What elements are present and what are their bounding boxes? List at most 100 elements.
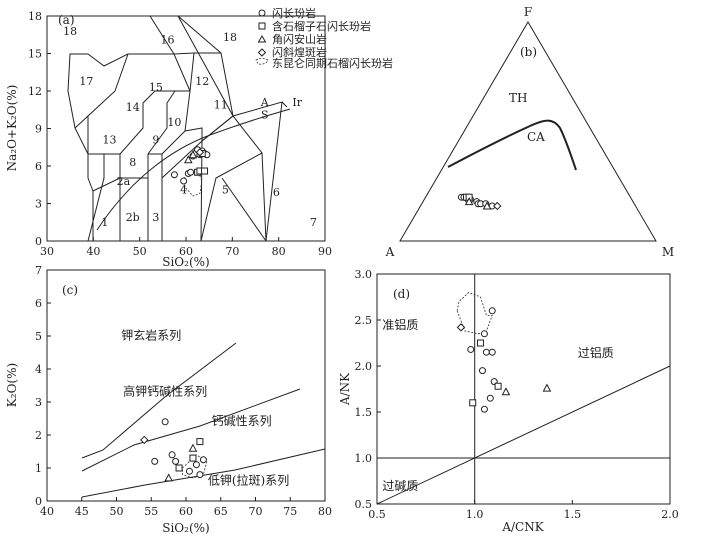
panel-a-field-boundaries xyxy=(67,15,291,242)
legend-marker-square xyxy=(258,22,266,30)
panel-c-ylabel: K₂O(%) xyxy=(5,363,19,407)
field-label: 2b xyxy=(126,211,140,224)
data-point-square xyxy=(201,167,209,175)
field-label: 3 xyxy=(152,211,159,224)
panel-c-label: (c) xyxy=(62,283,78,297)
field-label: 4 xyxy=(180,184,187,197)
data-point-triangle xyxy=(183,155,193,164)
panel-b-label: (b) xyxy=(520,45,537,59)
data-point-circle xyxy=(467,345,475,353)
field-label: A xyxy=(260,96,270,109)
xtick-label: 65 xyxy=(214,505,228,518)
data-point-triangle xyxy=(542,383,552,392)
xtick-label: 80 xyxy=(318,505,332,518)
xtick-label: 70 xyxy=(225,245,239,258)
data-point-square xyxy=(477,339,485,347)
data-point-triangle xyxy=(501,387,511,396)
panel-a-xlabel: SiO₂(%) xyxy=(162,255,209,269)
legend-label-dashed: 东昆仑同期石榴闪长玢岩 xyxy=(272,56,393,70)
data-point-diamond xyxy=(140,435,149,445)
field-label: 2a xyxy=(117,175,131,188)
panel-a-ylabel: Na₂O+K₂O(%) xyxy=(5,85,19,172)
field-label: 高钾钙碱性系列 xyxy=(123,383,207,398)
panel-b-data-points xyxy=(457,193,502,211)
xtick-label: 75 xyxy=(283,505,297,518)
data-point-triangle xyxy=(188,443,198,452)
field-label: 16 xyxy=(160,34,174,47)
legend-item-triangle: 角闪安山岩 xyxy=(257,32,327,46)
xtick-label: 80 xyxy=(272,245,286,258)
xtick-label: 50 xyxy=(133,245,147,258)
field-label: 7 xyxy=(310,216,317,229)
field-label: 准铝质 xyxy=(382,317,418,332)
field-label: 12 xyxy=(195,75,209,88)
xtick-label: 50 xyxy=(110,505,124,518)
data-point-triangle xyxy=(188,150,198,159)
field-label: 18 xyxy=(223,31,237,44)
field-label: 18 xyxy=(63,25,77,38)
panel-d-ticks: 0.5 1.0 1.5 2.0 0.5 1.0 1.5 2.0 2.5 3.0 xyxy=(355,268,679,521)
data-point-circle xyxy=(192,461,200,469)
data-point-circle xyxy=(161,418,169,426)
xtick-label: 70 xyxy=(249,505,263,518)
field-label: 8 xyxy=(129,156,136,169)
data-point-square xyxy=(175,464,183,472)
panel-a-label: (a) xyxy=(58,13,75,27)
xtick-label: 40 xyxy=(40,505,54,518)
data-point-triangle xyxy=(464,197,474,206)
field-label: 15 xyxy=(149,81,163,94)
data-point-circle xyxy=(185,467,193,475)
panel-a-data-points xyxy=(170,146,211,185)
panel-b-vertex-a: A xyxy=(385,245,395,259)
data-point-circle xyxy=(168,451,176,459)
data-point-square xyxy=(189,454,197,462)
xtick-label: 1.0 xyxy=(466,508,484,521)
field-label: 过铝质 xyxy=(578,345,614,360)
field-label: 低钾(拉斑)系列 xyxy=(208,473,289,488)
data-point-diamond xyxy=(195,148,205,157)
xtick-label: 40 xyxy=(86,245,100,258)
panel-b-afm-ternary: F A M (b) TH CA xyxy=(385,5,674,259)
panel-b-vertex-m: M xyxy=(662,245,674,259)
legend-label-square: 含石榴子石闪长玢岩 xyxy=(272,19,371,33)
legend-label-circle: 闪长玢岩 xyxy=(272,6,316,20)
xtick-label: 1.5 xyxy=(564,508,582,521)
legend-item-circle: 闪长玢岩 xyxy=(258,6,316,20)
panel-b-triangle xyxy=(399,21,657,242)
legend-item-square: 含石榴子石闪长玢岩 xyxy=(258,19,371,33)
xtick-label: 60 xyxy=(179,505,193,518)
data-point-circle xyxy=(482,348,490,356)
legend-marker-diamond xyxy=(257,48,267,57)
field-label: 过碱质 xyxy=(382,479,418,493)
legend-item-diamond: 闪斜煌斑岩 xyxy=(257,45,327,59)
ytick-label: 1.0 xyxy=(355,452,373,465)
field-label: 6 xyxy=(273,186,280,199)
legend-label-triangle: 角闪安山岩 xyxy=(272,32,327,46)
data-point-triangle xyxy=(164,473,173,482)
data-point-circle xyxy=(196,471,204,479)
panel-d-data-points xyxy=(456,307,552,413)
panel-d-reference-field xyxy=(456,291,493,335)
ytick-label: 3.0 xyxy=(355,268,373,281)
field-label: 钙碱性系列 xyxy=(212,414,272,428)
legend: 闪长玢岩 含石榴子石闪长玢岩 角闪安山岩 闪斜煌斑岩 东昆仑同期石榴闪长玢岩 xyxy=(255,6,393,70)
xtick-label: 0.5 xyxy=(368,508,386,521)
legend-marker-dashed-outline xyxy=(255,58,269,65)
ytick-label: 3 xyxy=(35,198,42,211)
data-point-diamond xyxy=(493,201,502,211)
panel-c-series-boundaries xyxy=(81,342,326,498)
data-point-circle xyxy=(480,405,488,413)
field-label: 17 xyxy=(79,75,93,88)
ytick-label: 5 xyxy=(35,330,42,343)
data-point-circle xyxy=(488,348,496,356)
ytick-label: 6 xyxy=(35,160,42,173)
data-point-circle xyxy=(180,177,188,185)
ytick-label: 2.5 xyxy=(355,314,373,327)
field-label: 11 xyxy=(214,99,228,112)
ytick-label: 15 xyxy=(28,48,42,61)
